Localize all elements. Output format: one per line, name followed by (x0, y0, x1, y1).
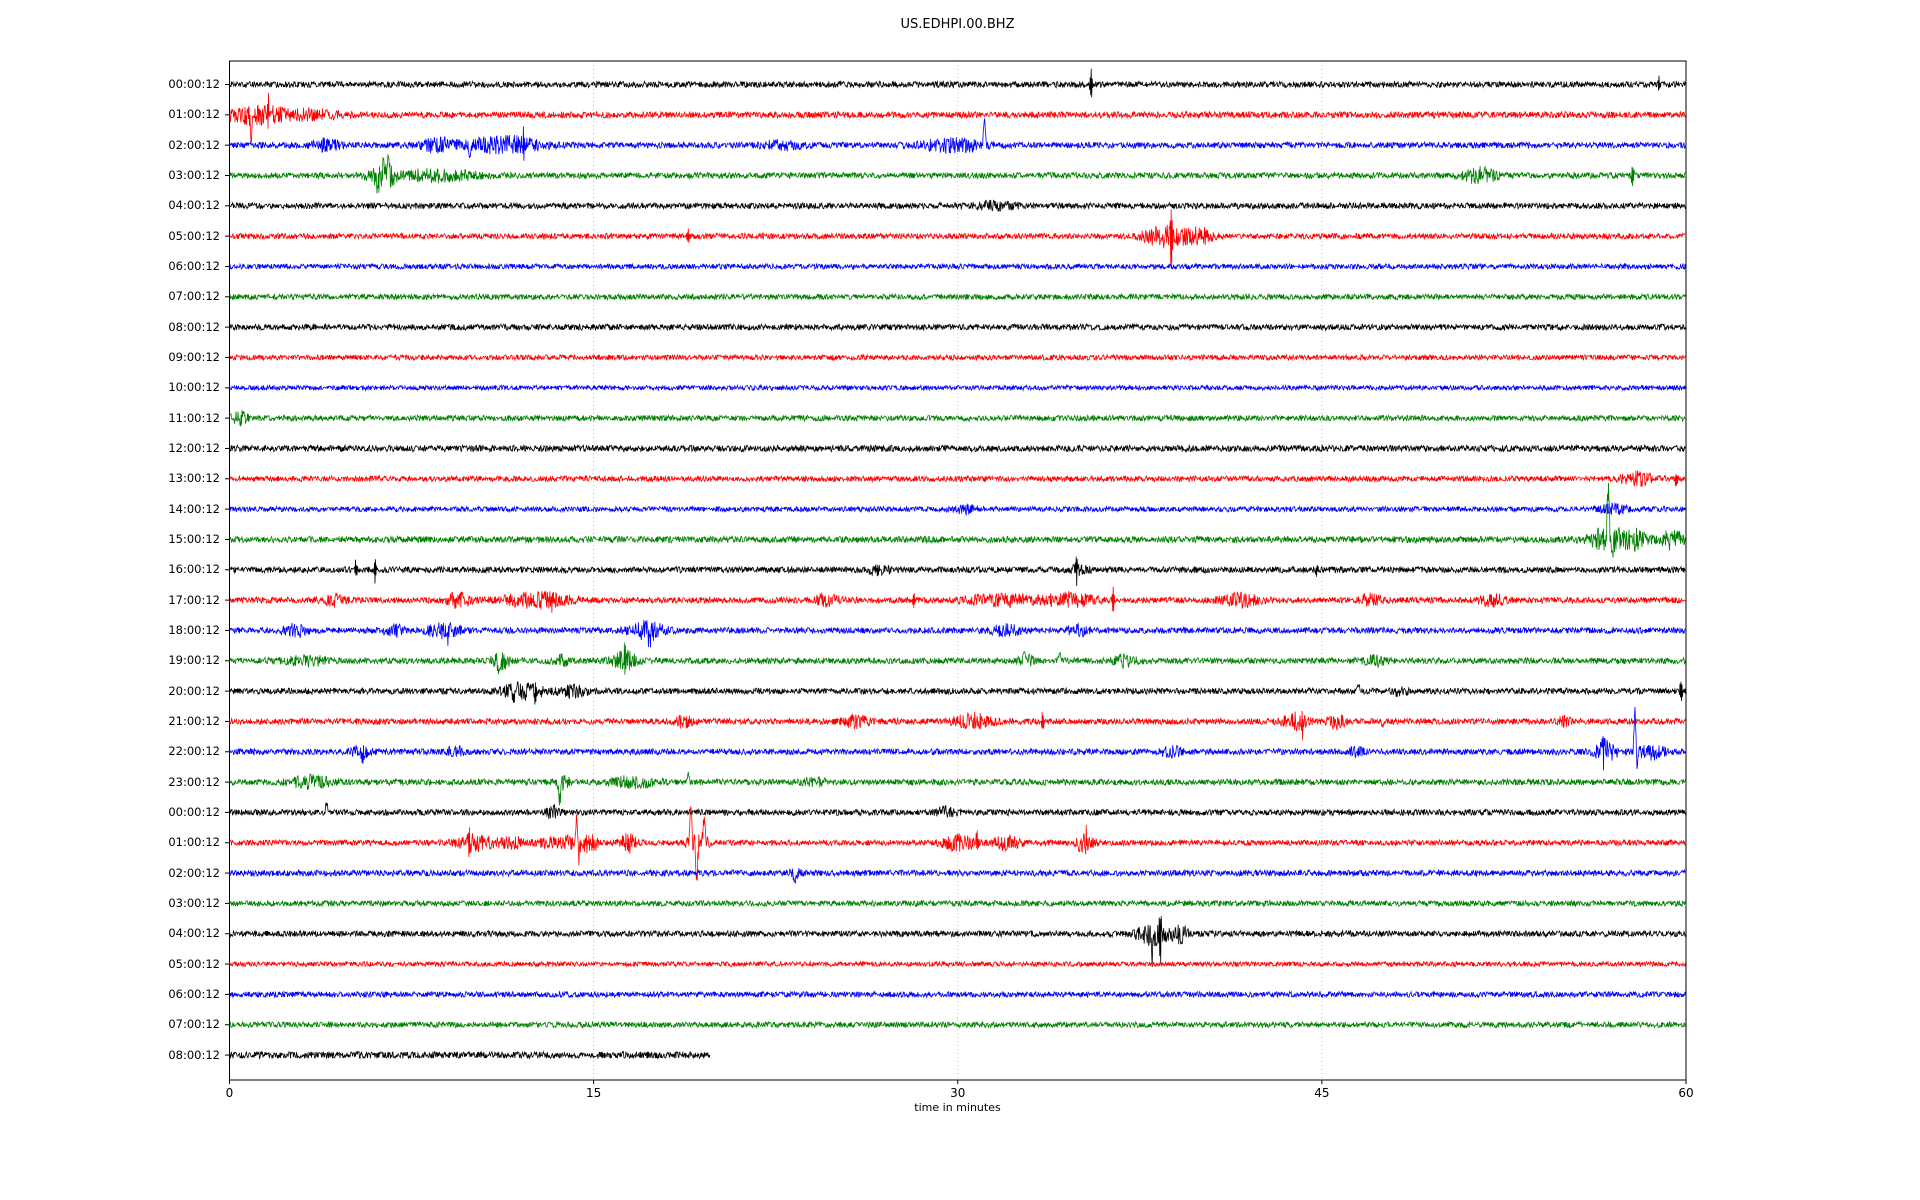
seismogram-trace-23-00-12-row23 (229, 771, 1686, 806)
seismogram-trace-03-00-12-row3 (229, 154, 1686, 194)
y-tick-label: 21:00:12 (168, 713, 220, 728)
y-tick-label: 05:00:12 (168, 228, 220, 243)
y-tick-label: 03:00:12 (168, 167, 220, 182)
y-tick-label: 11:00:12 (168, 410, 220, 425)
seismogram-trace-06-00-12-row30 (229, 990, 1686, 999)
seismogram-trace-01-00-12-row25 (229, 806, 1686, 881)
y-tick-label: 13:00:12 (168, 471, 220, 486)
seismogram-trace-04-00-12-row28 (229, 916, 1686, 968)
y-tick-label: 14:00:12 (168, 501, 220, 516)
seismogram-trace-14-00-12-row14 (229, 502, 1686, 516)
y-tick-label: 22:00:12 (168, 744, 220, 759)
x-tick-label: 45 (1314, 1086, 1330, 1100)
seismogram-trace-05-00-12-row5 (229, 209, 1686, 269)
y-tick-label: 12:00:12 (168, 440, 220, 455)
seismogram-trace-21-00-12-row21 (229, 710, 1686, 741)
x-tick-label: 0 (225, 1086, 234, 1100)
seismogram-trace-08-00-12-row8 (229, 322, 1686, 332)
y-tick-label: 18:00:12 (168, 622, 220, 637)
y-tick-label: 00:00:12 (168, 77, 220, 91)
y-tick-label: 00:00:12 (168, 804, 220, 819)
y-tick-label: 02:00:12 (168, 137, 220, 152)
y-tick-label: 07:00:12 (168, 1017, 220, 1032)
seismogram-trace-12-00-12-row12 (229, 443, 1686, 454)
seismogram-trace-11-00-12-row11 (229, 410, 1686, 427)
y-tick-label: 06:00:12 (168, 258, 220, 273)
y-tick-label: 03:00:12 (168, 895, 220, 910)
x-tick-label: 30 (950, 1086, 966, 1100)
y-tick-label: 08:00:12 (168, 319, 220, 334)
seismogram-trace-08-00-12-row32 (229, 1050, 711, 1061)
seismogram-trace-05-00-12-row29 (229, 960, 1686, 968)
seismogram-trace-06-00-12-row6 (229, 262, 1686, 271)
y-tick-label: 09:00:12 (168, 349, 220, 364)
seismogram-trace-19-00-12-row19 (229, 642, 1686, 675)
seismogram-trace-15-00-12-row15 (229, 482, 1686, 558)
seismogram-trace-00-00-12-row24 (229, 802, 1686, 820)
seismogram-trace-22-00-12-row22 (229, 706, 1686, 771)
y-tick-label: 01:00:12 (168, 835, 220, 850)
seismogram-trace-02-00-12-row2 (229, 118, 1686, 161)
x-tick-label: 15 (585, 1086, 602, 1100)
y-tick-label: 23:00:12 (168, 774, 220, 789)
x-tick-label: 60 (1678, 1086, 1694, 1100)
seismogram-trace-18-00-12-row18 (229, 619, 1686, 648)
y-tick-label: 19:00:12 (168, 653, 220, 668)
y-tick-label: 04:00:12 (168, 926, 220, 941)
seismogram-trace-16-00-12-row16 (229, 556, 1686, 587)
chart-title: US.EDHPI.00.BHZ (900, 17, 1015, 32)
y-tick-label: 02:00:12 (168, 865, 220, 880)
seismogram-trace-03-00-12-row27 (229, 899, 1686, 908)
seismogram-trace-01-00-12-row1 (229, 92, 1686, 145)
y-tick-label: 05:00:12 (168, 956, 220, 971)
seismogram-trace-07-00-12-row7 (229, 292, 1686, 302)
x-axis-label: time in minutes (914, 1101, 1001, 1114)
y-tick-label: 20:00:12 (168, 683, 220, 698)
seismogram-trace-13-00-12-row13 (229, 470, 1686, 488)
seismogram-trace-09-00-12-row9 (229, 353, 1686, 362)
y-tick-label: 10:00:12 (168, 380, 220, 395)
seismogram-trace-02-00-12-row26 (229, 868, 1686, 884)
seismogram-trace-07-00-12-row31 (229, 1020, 1686, 1030)
seismogram-trace-00-00-12-row0 (229, 68, 1686, 98)
y-tick-label: 16:00:12 (168, 562, 220, 577)
y-tick-label: 08:00:12 (168, 1047, 220, 1062)
seismogram-trace-04-00-12-row4 (229, 199, 1686, 212)
y-tick-label: 17:00:12 (168, 592, 220, 607)
y-tick-label: 04:00:12 (168, 198, 220, 213)
y-tick-label: 06:00:12 (168, 986, 220, 1001)
y-tick-label: 15:00:12 (168, 531, 220, 546)
seismogram-trace-17-00-12-row17 (229, 586, 1686, 613)
y-tick-label: 01:00:12 (168, 107, 220, 122)
y-tick-label: 07:00:12 (168, 289, 220, 304)
seismogram-trace-20-00-12-row20 (229, 681, 1686, 705)
seismogram-trace-10-00-12-row10 (229, 383, 1686, 392)
